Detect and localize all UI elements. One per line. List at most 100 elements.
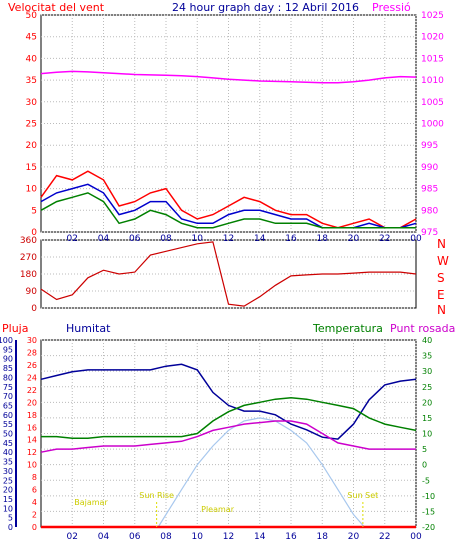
temperature-y-tick-label: 10: [422, 430, 432, 439]
humidity-label: Humitat: [66, 322, 111, 335]
compass-n-bottom: N: [437, 303, 446, 317]
temperature-y-tick-label: 35: [422, 352, 432, 361]
wind-y-tick-label: 45: [26, 33, 37, 43]
humidity-y-tick-label: 100: [0, 336, 13, 345]
humidity-y-tick-label: 60: [3, 411, 13, 420]
rain-y-tick-label: 4: [32, 498, 37, 507]
pressure-y-tick-label: 1000: [421, 120, 444, 130]
temperature-y-tick-label: 30: [422, 367, 432, 376]
direction-y-tick-label: 180: [20, 270, 37, 280]
solar-radiation-line: [157, 417, 365, 528]
humidity-line: [40, 363, 417, 440]
wind-x-tick-label: 16: [285, 234, 297, 244]
climate-x-tick-label: 08: [160, 532, 172, 542]
wind-y-tick-label: 15: [26, 163, 37, 173]
temperature-label: Temperatura: [312, 322, 383, 335]
pressure-y-tick-label: 990: [421, 163, 438, 173]
humidity-y-tick-label: 30: [3, 467, 13, 476]
rain-y-tick-label: 0: [32, 523, 37, 532]
climate-x-tick-label: 12: [223, 532, 234, 542]
dew-point-label: Punt rosada: [390, 322, 455, 335]
low-tide-label: Bajamar: [74, 498, 108, 507]
humidity-y-tick-label: 5: [8, 514, 13, 523]
tick-labels: 0510152025303540455097598098599099510001…: [0, 11, 444, 542]
dew-point-line: [40, 420, 416, 453]
direction-y-tick-label: 270: [20, 253, 37, 263]
wind-y-tick-label: 50: [26, 11, 38, 21]
rain-y-tick-label: 14: [27, 436, 37, 445]
pressure-y-tick-label: 1005: [421, 98, 444, 108]
wind-x-tick-label: 18: [317, 234, 329, 244]
pressure-y-tick-label: 1010: [421, 76, 444, 86]
wind-x-tick-label: 00: [410, 234, 422, 244]
climate-x-tick-label: 18: [317, 532, 329, 542]
sunrise-label: Sun Rise: [139, 491, 174, 500]
wind-x-tick-label: 14: [254, 234, 266, 244]
humidity-y-tick-label: 10: [3, 504, 13, 513]
wind-x-tick-label: 12: [223, 234, 234, 244]
compass-n-top: N: [437, 237, 446, 251]
climate-x-tick-label: 00: [410, 532, 422, 542]
rain-y-tick-label: 20: [27, 398, 37, 407]
direction-y-tick-label: 0: [31, 304, 37, 314]
temperature-y-tick-label: -15: [422, 507, 435, 516]
climate-x-tick-label: 02: [67, 532, 78, 542]
climate-x-tick-label: 22: [379, 532, 390, 542]
compass-w: W: [437, 254, 449, 268]
rain-y-tick-label: 22: [27, 386, 37, 395]
wind-x-tick-label: 04: [98, 234, 110, 244]
rain-y-tick-label: 26: [27, 361, 37, 370]
climate-x-tick-label: 16: [285, 532, 297, 542]
temperature-y-tick-label: -5: [422, 476, 430, 485]
humidity-y-tick-label: 90: [3, 355, 13, 364]
low-wind-line: [40, 192, 416, 229]
graph-title: 24 hour graph day : 12 Abril 2016: [172, 1, 359, 14]
rain-y-tick-label: 8: [32, 473, 37, 482]
humidity-y-tick-label: 65: [3, 401, 13, 410]
climate-x-tick-label: 10: [192, 532, 204, 542]
climate-x-tick-label: 14: [254, 532, 266, 542]
rain-y-tick-label: 16: [27, 423, 37, 432]
climate-x-tick-label: 20: [348, 532, 360, 542]
humidity-y-tick-label: 75: [3, 383, 13, 392]
wind-y-tick-label: 20: [26, 141, 38, 151]
rain-y-tick-label: 30: [27, 336, 37, 345]
temperature-y-tick-label: 5: [422, 445, 427, 454]
wind-speed-title: Velocitat del vent: [8, 1, 105, 14]
direction-y-tick-label: 360: [20, 236, 37, 246]
climate-x-tick-label: 06: [129, 532, 141, 542]
wind-y-tick-label: 5: [31, 206, 37, 216]
wind-y-tick-label: 35: [26, 76, 37, 86]
wind-x-tick-label: 06: [129, 234, 141, 244]
humidity-y-tick-label: 40: [3, 448, 13, 457]
humidity-y-tick-label: 70: [3, 392, 13, 401]
wind-x-tick-label: 08: [160, 234, 172, 244]
pressure-y-tick-label: 1025: [421, 11, 444, 21]
compass-e: E: [437, 288, 445, 302]
pressure-y-tick-label: 1020: [421, 33, 444, 43]
climate-x-tick-label: 04: [98, 532, 110, 542]
temperature-y-tick-label: 40: [422, 336, 432, 345]
humidity-y-tick-label: 45: [3, 439, 13, 448]
humidity-y-tick-label: 20: [3, 486, 13, 495]
temperature-y-tick-label: 15: [422, 414, 432, 423]
wind-y-tick-label: 40: [26, 54, 38, 64]
high-tide-label: Pleamar: [201, 505, 235, 514]
humidity-y-tick-label: 55: [3, 420, 13, 429]
pressure-title: Pressió: [372, 1, 411, 14]
gust-wind-line: [40, 170, 417, 229]
direction-y-tick-label: 90: [26, 287, 38, 297]
pressure-y-tick-label: 985: [421, 185, 438, 195]
temperature-y-tick-label: -10: [422, 492, 435, 501]
compass-s: S: [437, 271, 445, 285]
annotation-labels: Bajamar Sun Rise Pleamar Sun Set: [74, 491, 378, 527]
humidity-y-tick-label: 85: [3, 364, 13, 373]
humidity-y-tick-label: 25: [3, 476, 13, 485]
temperature-line: [41, 396, 417, 439]
rain-y-tick-label: 18: [27, 411, 37, 420]
wind-direction-line: [40, 241, 417, 307]
temperature-y-tick-label: 0: [422, 461, 427, 470]
rain-y-tick-label: 6: [32, 486, 37, 495]
humidity-y-tick-label: 0: [8, 523, 13, 532]
temperature-y-tick-label: 25: [422, 383, 432, 392]
